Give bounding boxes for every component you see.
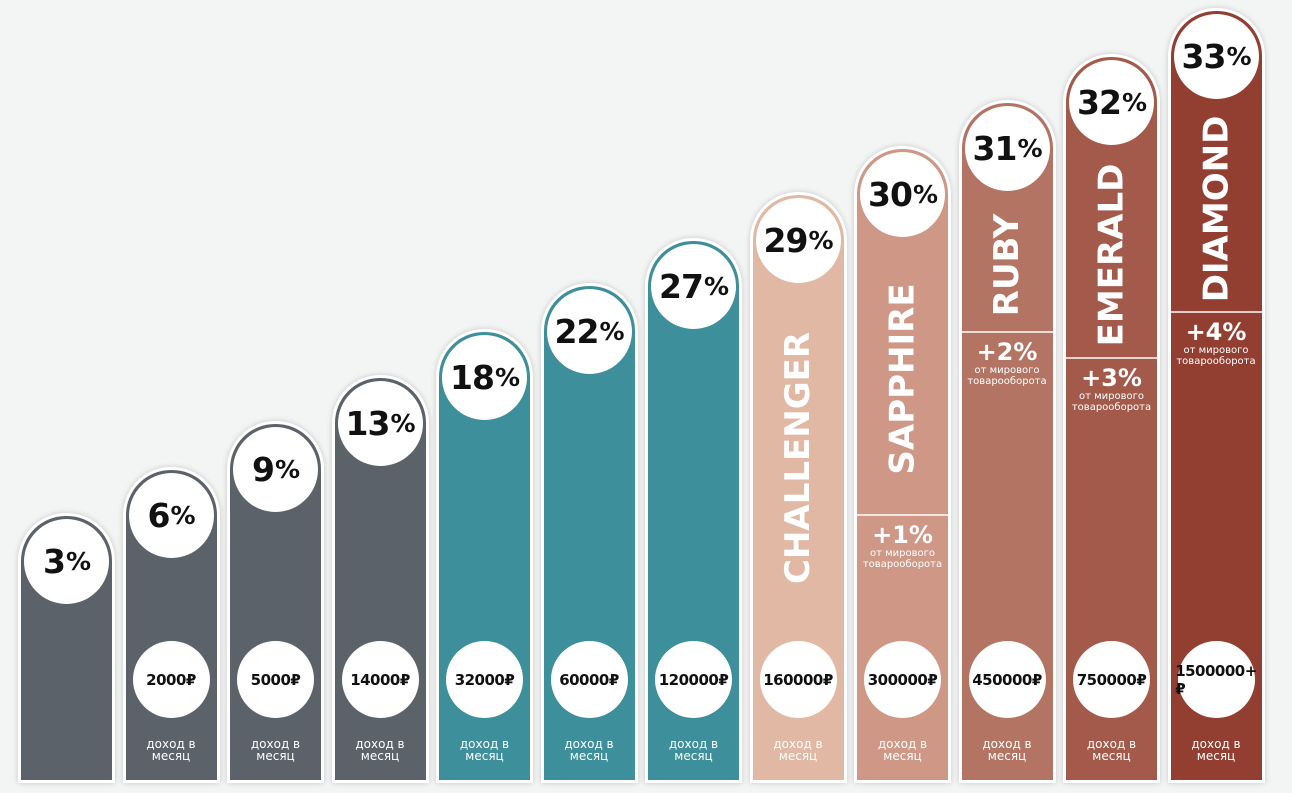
bar-3: 9% 5000₽ доход в месяц [227, 421, 324, 783]
bonus-block: +4% от мирового товарооборота [1171, 319, 1262, 367]
income-label-6: 60000₽ [550, 641, 628, 718]
value-label-5: 18% [442, 335, 527, 421]
bonus-value: +3% [1081, 363, 1142, 392]
percent-sign: % [703, 271, 729, 301]
income-caption: доход в месяц [877, 737, 928, 763]
value-label-1: 3% [24, 519, 109, 604]
percent-sign: % [599, 317, 624, 347]
value-number: 32 [1077, 82, 1122, 122]
income-caption: доход в месяц [250, 737, 301, 763]
bar-12: 33% DIAMOND +4% от мирового товарооборота 15… [1167, 8, 1265, 783]
value-number: 33 [1181, 37, 1227, 76]
value-number: 30 [868, 174, 913, 214]
income-caption: доход в месяц [982, 737, 1032, 763]
bonus-caption: от мирового товарооборота [1176, 345, 1256, 367]
tier-name-ruby: RUBY [987, 213, 1027, 317]
percent-sign: % [1017, 133, 1042, 163]
income-caption: доход в месяц [459, 737, 510, 763]
income-label-7: 120000₽ [655, 641, 732, 718]
value-label-6: 22% [546, 289, 632, 375]
bonus-value: +2% [976, 337, 1038, 366]
income-caption: доход в месяц [773, 737, 823, 763]
percent-sign: % [1121, 87, 1147, 117]
tier-name-diamond: DIAMOND [1196, 115, 1237, 303]
value-number: 9 [251, 450, 275, 490]
income-caption: доход в месяц [355, 737, 405, 763]
income-caption: доход в месяц [564, 737, 614, 763]
income-label-3: 5000₽ [237, 641, 314, 718]
percent-sign: % [1226, 42, 1251, 71]
income-label-12: 1500000+₽ [1175, 641, 1257, 718]
percent-sign: % [912, 179, 938, 209]
tier-name-sapphire: SAPPHIRE [882, 283, 923, 475]
value-number: 31 [972, 128, 1018, 168]
value-label-8: 29% [755, 197, 841, 283]
bar-4: 13% 14000₽ доход в месяц [331, 375, 429, 783]
bonus-divider [1066, 356, 1157, 359]
bonus-block: +3% от мирового товарооборота [1066, 365, 1157, 413]
bonus-divider [961, 330, 1053, 333]
value-label-2: 6% [128, 473, 214, 559]
percent-sign: % [390, 409, 415, 439]
income-label-11: 750000₽ [1073, 641, 1150, 718]
value-label-7: 27% [651, 243, 736, 329]
value-number: 3 [42, 542, 66, 581]
income-label-8: 160000₽ [759, 641, 837, 718]
bonus-value: +1% [872, 520, 933, 549]
value-number: 13 [345, 404, 391, 444]
income-caption: доход в месяц [146, 737, 196, 763]
bonus-divider [857, 513, 948, 516]
bar-8: 29% CHALLENGER 160000₽ доход в месяц [749, 191, 847, 783]
value-label-9: 30% [860, 151, 945, 237]
tier-name-emerald: EMERALD [1091, 163, 1132, 347]
percent-sign: % [808, 225, 833, 255]
bar-9: 30% SAPPHIRE +1% от мирового товарооборота 3… [854, 145, 951, 783]
bar-6: 22% 60000₽ доход в месяц [540, 283, 638, 783]
bonus-divider [1170, 311, 1262, 313]
income-label-5: 32000₽ [446, 641, 523, 718]
bar-1: 3% [18, 513, 115, 783]
bar-5: 18% 32000₽ доход в месяц [436, 329, 533, 783]
income-caption: доход в месяц [668, 737, 719, 763]
percent-sign: % [494, 363, 520, 393]
income-caption: доход в месяц [1086, 737, 1137, 763]
value-label-3: 9% [233, 427, 318, 513]
income-label-2: 2000₽ [132, 641, 210, 718]
bar-10: 31% RUBY +2% от мирового товарооборота 45000… [958, 99, 1056, 783]
value-label-4: 13% [337, 381, 423, 467]
percent-sign: % [65, 547, 91, 576]
bonus-caption: от мирового товарооборота [967, 364, 1047, 387]
income-label-10: 450000₽ [968, 641, 1046, 718]
bonus-caption: от мирового товарооборота [1071, 390, 1152, 413]
income-caption: доход в месяц [1191, 737, 1241, 763]
value-label-10: 31% [964, 105, 1050, 191]
bonus-block: +1% от мирового товарооборота [857, 522, 948, 570]
percent-sign: % [170, 501, 195, 531]
income-label-9: 300000₽ [864, 641, 941, 718]
value-label-11: 32% [1069, 59, 1154, 145]
bonus-value: +4% [1185, 318, 1247, 346]
percent-sign: % [274, 455, 300, 485]
income-label-4: 14000₽ [341, 641, 419, 718]
value-number: 29 [763, 220, 809, 260]
bonus-caption: от мирового товарооборота [862, 547, 943, 570]
bar-2: 6% 2000₽ доход в месяц [122, 467, 220, 783]
value-number: 27 [659, 266, 704, 306]
bonus-block: +2% от мирового товарооборота [962, 339, 1053, 387]
bar-7: 27% 120000₽ доход в месяц [645, 237, 742, 783]
tier-name-challenger: CHALLENGER [778, 332, 819, 585]
bar-11: 32% EMERALD +3% от мирового товарооборота 75… [1063, 53, 1160, 783]
value-number: 18 [450, 358, 495, 398]
value-number: 6 [147, 496, 170, 536]
value-label-12: 33% [1173, 14, 1259, 99]
value-number: 22 [554, 312, 600, 352]
